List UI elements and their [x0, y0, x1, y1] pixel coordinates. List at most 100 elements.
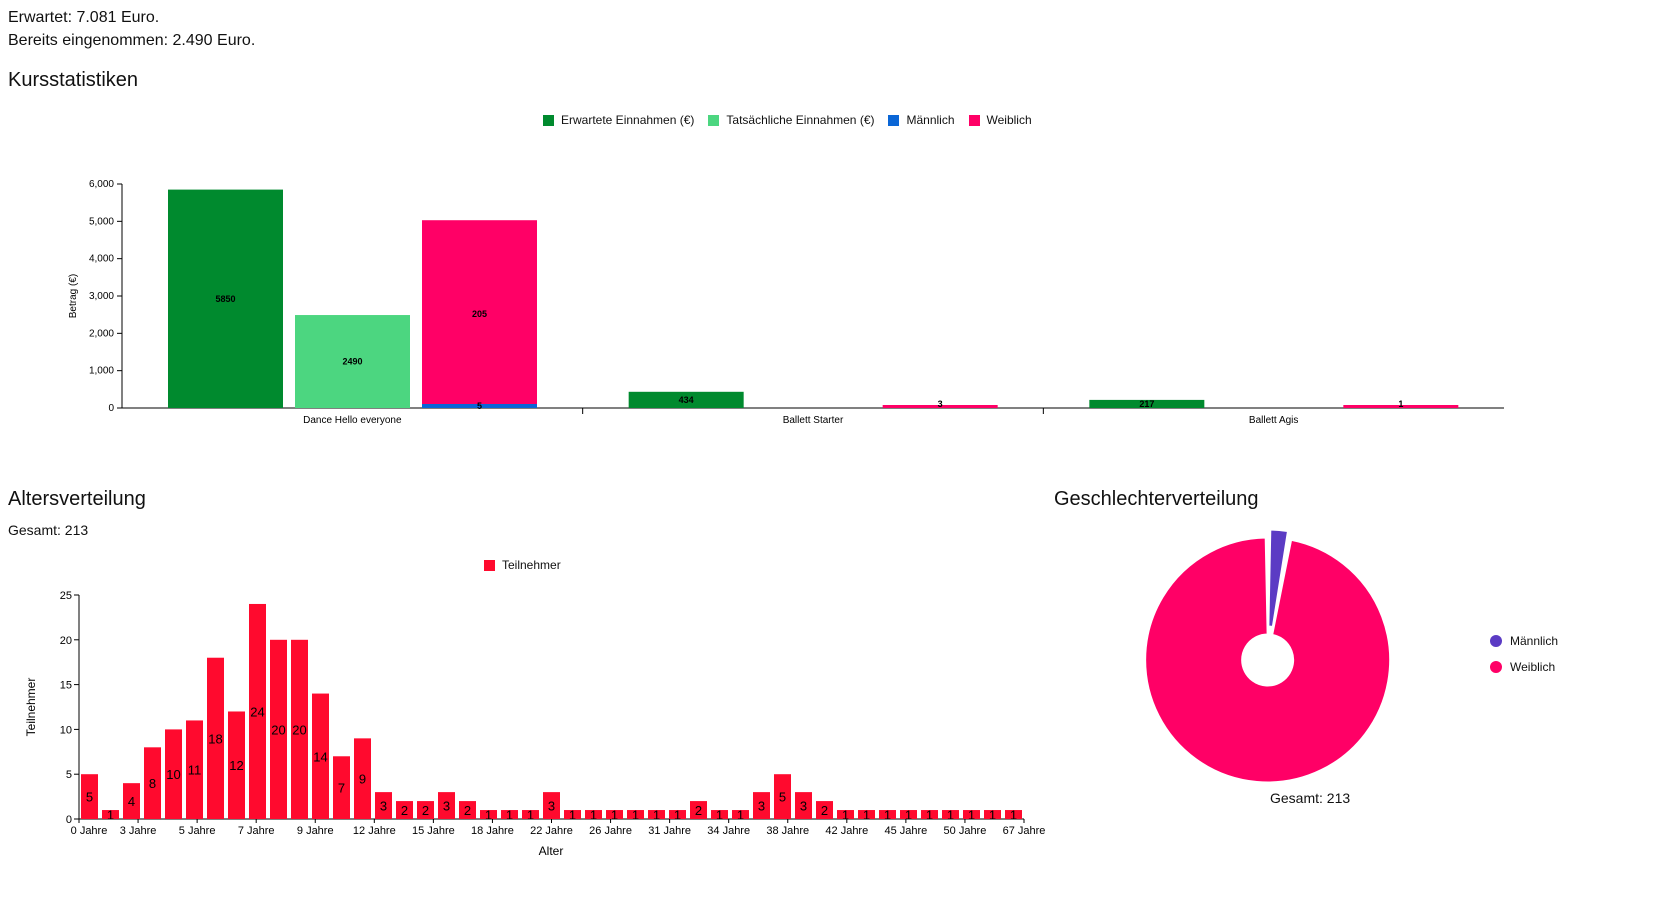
- x-tick-label: 34 Jahre: [707, 825, 750, 837]
- x-tick-label: 7 Jahre: [238, 825, 275, 837]
- x-tick-label: Ballett Starter: [783, 415, 844, 426]
- age-bar: [606, 810, 623, 819]
- age-bar-label: 20: [271, 722, 285, 737]
- legend-item-male[interactable]: Männlich: [888, 113, 955, 127]
- age-bar: [123, 783, 140, 819]
- age-bar-label: 1: [569, 808, 576, 823]
- age-bar-label: 20: [292, 722, 306, 737]
- age-bar: [501, 810, 518, 819]
- y-tick-label: 5: [66, 769, 72, 781]
- gender-distribution-heading: Geschlechterverteilung: [1054, 488, 1259, 510]
- x-tick-label: 67 Jahre: [1003, 825, 1046, 837]
- bar-label-expected: 434: [679, 395, 694, 405]
- age-bar-label: 9: [359, 772, 366, 787]
- age-bar: [438, 792, 455, 819]
- age-bar: [291, 639, 308, 819]
- x-tick-label: 5 Jahre: [179, 825, 216, 837]
- age-bar: [81, 774, 98, 819]
- x-axis-label: Alter: [539, 844, 564, 858]
- legend-label-male: Männlich: [906, 113, 955, 127]
- y-tick-label: 5,000: [89, 216, 114, 227]
- age-bar: [879, 810, 896, 819]
- age-bar: [480, 810, 497, 819]
- age-bar: [669, 810, 686, 819]
- age-bar-label: 1: [968, 808, 975, 823]
- legend-item-expected[interactable]: Erwartete Einnahmen (€): [543, 113, 694, 127]
- age-bar-label: 1: [674, 808, 681, 823]
- bar-label-expected: 5850: [215, 294, 235, 304]
- age-bar-label: 1: [632, 808, 639, 823]
- age-bar: [186, 720, 203, 819]
- y-tick-label: 1,000: [89, 366, 114, 377]
- age-bar-label: 1: [947, 808, 954, 823]
- legend-item-female[interactable]: Weiblich: [968, 113, 1032, 127]
- pie-legend-dot-female: [1490, 661, 1502, 673]
- y-tick-label: 6,000: [89, 179, 114, 190]
- pie-slice-male: [1268, 529, 1289, 627]
- bar-label-actual: 2490: [342, 357, 362, 367]
- bar-label-female: 1: [1398, 399, 1403, 409]
- gender-pie-legend: Männlich Weiblich: [1490, 634, 1572, 674]
- age-bar: [711, 810, 728, 819]
- x-tick-label: 31 Jahre: [648, 825, 691, 837]
- age-bar-label: 12: [229, 758, 243, 773]
- legend-item-participants[interactable]: Teilnehmer: [484, 558, 561, 572]
- age-bar-label: 1: [863, 808, 870, 823]
- bar-female: [422, 220, 537, 404]
- age-bar-label: 3: [800, 799, 807, 814]
- pie-slice-female: [1145, 537, 1391, 783]
- received-revenue-text: Bereits eingenommen: 2.490 Euro.: [8, 32, 256, 49]
- age-bar-label: 8: [149, 776, 156, 791]
- y-axis-label: Teilnehmer: [24, 678, 38, 737]
- age-bar-label: 3: [548, 799, 555, 814]
- age-bar-label: 24: [250, 704, 264, 719]
- bar-female: [1343, 405, 1459, 408]
- age-bar: [333, 756, 350, 819]
- age-bar-label: 2: [422, 803, 429, 818]
- age-bar-label: 1: [611, 808, 618, 823]
- legend-swatch-participants: [484, 559, 495, 571]
- age-bar: [459, 801, 476, 819]
- age-bar: [312, 693, 329, 819]
- age-bar-label: 1: [884, 808, 891, 823]
- legend-item-actual[interactable]: Tatsächliche Einnahmen (€): [708, 113, 874, 127]
- x-tick-label: 9 Jahre: [297, 825, 334, 837]
- age-bar: [837, 810, 854, 819]
- bar-label-female: 3: [938, 399, 943, 409]
- x-tick-label: Ballett Agis: [1249, 415, 1298, 426]
- age-bar-label: 1: [506, 808, 513, 823]
- legend-swatch-expected: [543, 114, 554, 126]
- y-tick-label: 20: [60, 635, 72, 647]
- y-tick-label: 2,000: [89, 328, 114, 339]
- y-tick-label: 15: [60, 680, 72, 692]
- age-bar: [690, 801, 707, 819]
- age-bar-label: 3: [443, 799, 450, 814]
- age-bar: [564, 810, 581, 819]
- age-bar-label: 1: [107, 808, 114, 823]
- bar-label-expected: 217: [1139, 399, 1154, 409]
- x-tick-label: 22 Jahre: [530, 825, 573, 837]
- course-stats-heading: Kursstatistiken: [8, 69, 139, 91]
- bar-expected: [628, 391, 744, 408]
- age-bar: [1005, 810, 1022, 819]
- y-tick-label: 10: [60, 724, 72, 736]
- age-bar-label: 1: [1010, 808, 1017, 823]
- x-tick-label: 45 Jahre: [884, 825, 927, 837]
- age-bar-label: 2: [464, 803, 471, 818]
- age-bar-label: 3: [380, 799, 387, 814]
- age-bar-label: 1: [842, 808, 849, 823]
- y-tick-label: 25: [60, 590, 72, 602]
- course-chart-legend: Erwartete Einnahmen (€) Tatsächliche Ein…: [543, 113, 1046, 127]
- pie-legend-item-male[interactable]: Männlich: [1490, 634, 1558, 648]
- x-tick-label: 18 Jahre: [471, 825, 514, 837]
- age-bar: [207, 657, 224, 819]
- age-bar: [774, 774, 791, 819]
- age-bar: [648, 810, 665, 819]
- pie-legend-dot-male: [1490, 635, 1502, 647]
- pie-legend-item-female[interactable]: Weiblich: [1490, 660, 1555, 674]
- y-tick-label: 4,000: [89, 254, 114, 265]
- bar-actual: [295, 315, 410, 408]
- age-bar: [354, 738, 371, 819]
- bar-expected: [168, 189, 283, 408]
